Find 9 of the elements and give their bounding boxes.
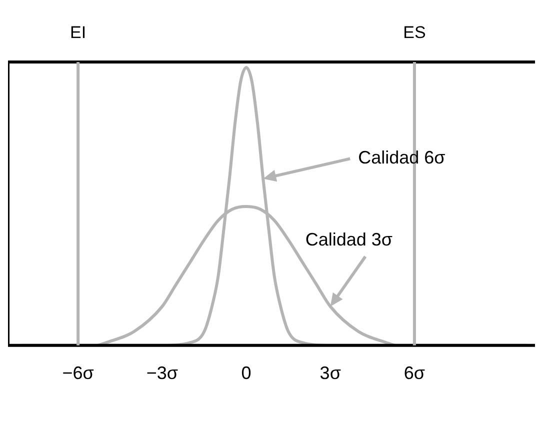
annotation: Calidad 6σ — [358, 148, 446, 168]
x-tick-label: 0 — [241, 363, 252, 384]
ref-line-label: ES — [403, 23, 426, 42]
x-tick-label: 6σ — [404, 363, 426, 384]
ref-line-label: EI — [70, 23, 86, 42]
x-tick-label: 3σ — [320, 363, 341, 384]
annotation: Calidad 3σ — [305, 229, 393, 250]
x-tick-label: −3σ — [146, 363, 178, 384]
x-tick-label: −6σ — [62, 363, 94, 384]
